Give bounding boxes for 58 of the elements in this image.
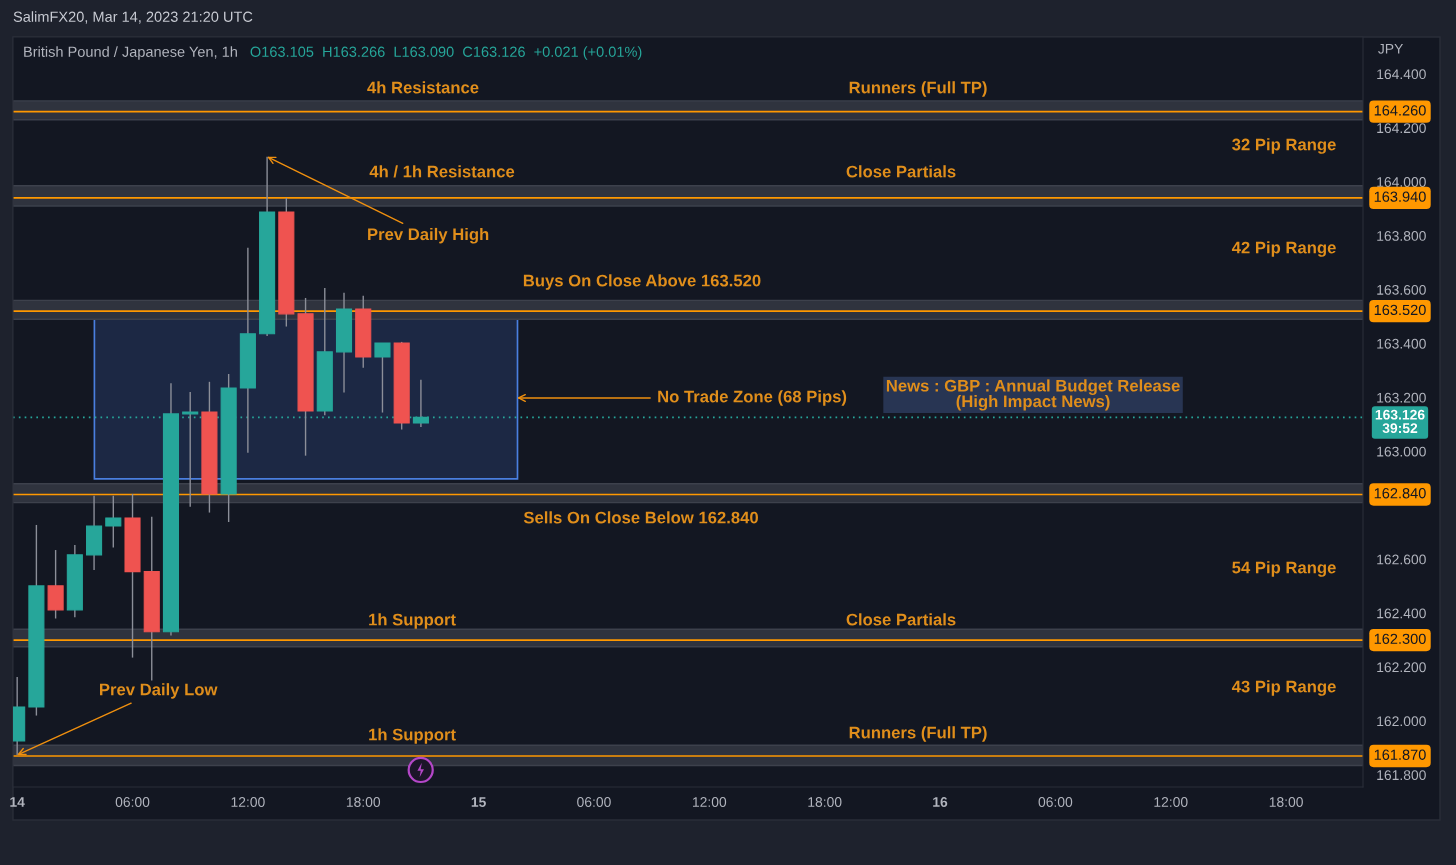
y-tick-label: 164.400 — [1377, 69, 1426, 80]
y-tick-label: 163.000 — [1377, 446, 1426, 457]
y-tick-label: 162.200 — [1377, 662, 1426, 673]
x-tick-label: 16 — [933, 797, 948, 807]
y-tick-label: 162.600 — [1377, 554, 1426, 565]
annotation: 32 Pip Range — [1232, 138, 1336, 154]
annotation: 54 Pip Range — [1232, 561, 1336, 577]
annotation: 1h Support — [369, 728, 456, 744]
x-tick-label: 12:00 — [231, 797, 265, 807]
annotation: 43 Pip Range — [1231, 680, 1336, 696]
text: British Pound / Japanese Yen, 1h — [24, 46, 237, 60]
y-tick-label: 163.200 — [1377, 392, 1426, 403]
annotation: 42 Pip Range — [1231, 241, 1336, 257]
ref-line-label: 163.940 — [1374, 191, 1426, 202]
text: SalimFX20, Mar 14, 2023 21:20 UTC — [13, 11, 253, 24]
annotation: Sells On Close Below 162.840 — [523, 511, 758, 524]
x-tick-label: 06:00 — [577, 797, 611, 807]
y-tick-label: 162.000 — [1377, 716, 1426, 727]
ref-line-label: 162.840 — [1374, 488, 1426, 499]
x-tick-label: 06:00 — [115, 797, 150, 807]
x-tick-label: 18:00 — [808, 797, 842, 807]
x-tick-label: 18:00 — [346, 797, 381, 807]
y-tick-label: 163.400 — [1377, 338, 1426, 349]
y-tick-label: 163.600 — [1377, 284, 1426, 295]
annotation: Close Partials — [846, 165, 956, 178]
ref-line-label: 163.126 39:52 — [1375, 409, 1425, 434]
x-tick-label: 12:00 — [692, 797, 727, 807]
y-tick-label: 162.400 — [1377, 608, 1426, 619]
y-tick-label: 163.800 — [1377, 231, 1426, 241]
x-tick-label: 14 — [10, 797, 25, 807]
annotation: 1h Support — [369, 613, 456, 629]
x-tick-label: 06:00 — [1038, 797, 1073, 807]
candlestick — [47, 549, 64, 620]
annotation: Close Partials — [846, 613, 956, 626]
candlestick — [412, 378, 429, 428]
annotation: Buys On Close Above 163.520 — [523, 274, 761, 290]
text: O163.105 H163.266 L163.090 C163.126 +0.021 (+0.01%) — [250, 46, 642, 60]
annotation: Runners (Full TP) — [849, 81, 987, 97]
annotation: Runners (Full TP) — [849, 726, 987, 742]
x-tick-label: 12:00 — [1154, 797, 1188, 807]
annotation: Prev Daily High — [368, 227, 489, 244]
candlestick — [105, 495, 122, 549]
x-tick-label: 18:00 — [1269, 797, 1303, 807]
y-tick-label: 164.200 — [1377, 123, 1426, 134]
y-tick-label: 164.000 — [1377, 177, 1426, 187]
x-tick-label: 15 — [471, 797, 486, 807]
ref-line-label: 162.300 — [1374, 633, 1426, 644]
ref-line-label: 164.260 — [1374, 105, 1426, 116]
candlestick — [374, 342, 391, 414]
annotation: 4h / 1h Resistance — [369, 165, 515, 178]
annotation: News : GBP : Annual Budget Release (High Impact News) — [886, 379, 1180, 411]
annotation: 4h Resistance — [367, 81, 479, 94]
ref-line-label: 161.870 — [1374, 749, 1426, 760]
y-axis-title: JPY — [1378, 44, 1404, 54]
annotation: No Trade Zone (68 Pips) — [658, 390, 847, 406]
annotation: Prev Daily Low — [100, 683, 218, 699]
ref-line-label: 163.520 — [1374, 304, 1426, 316]
y-tick-label: 161.800 — [1377, 770, 1426, 781]
